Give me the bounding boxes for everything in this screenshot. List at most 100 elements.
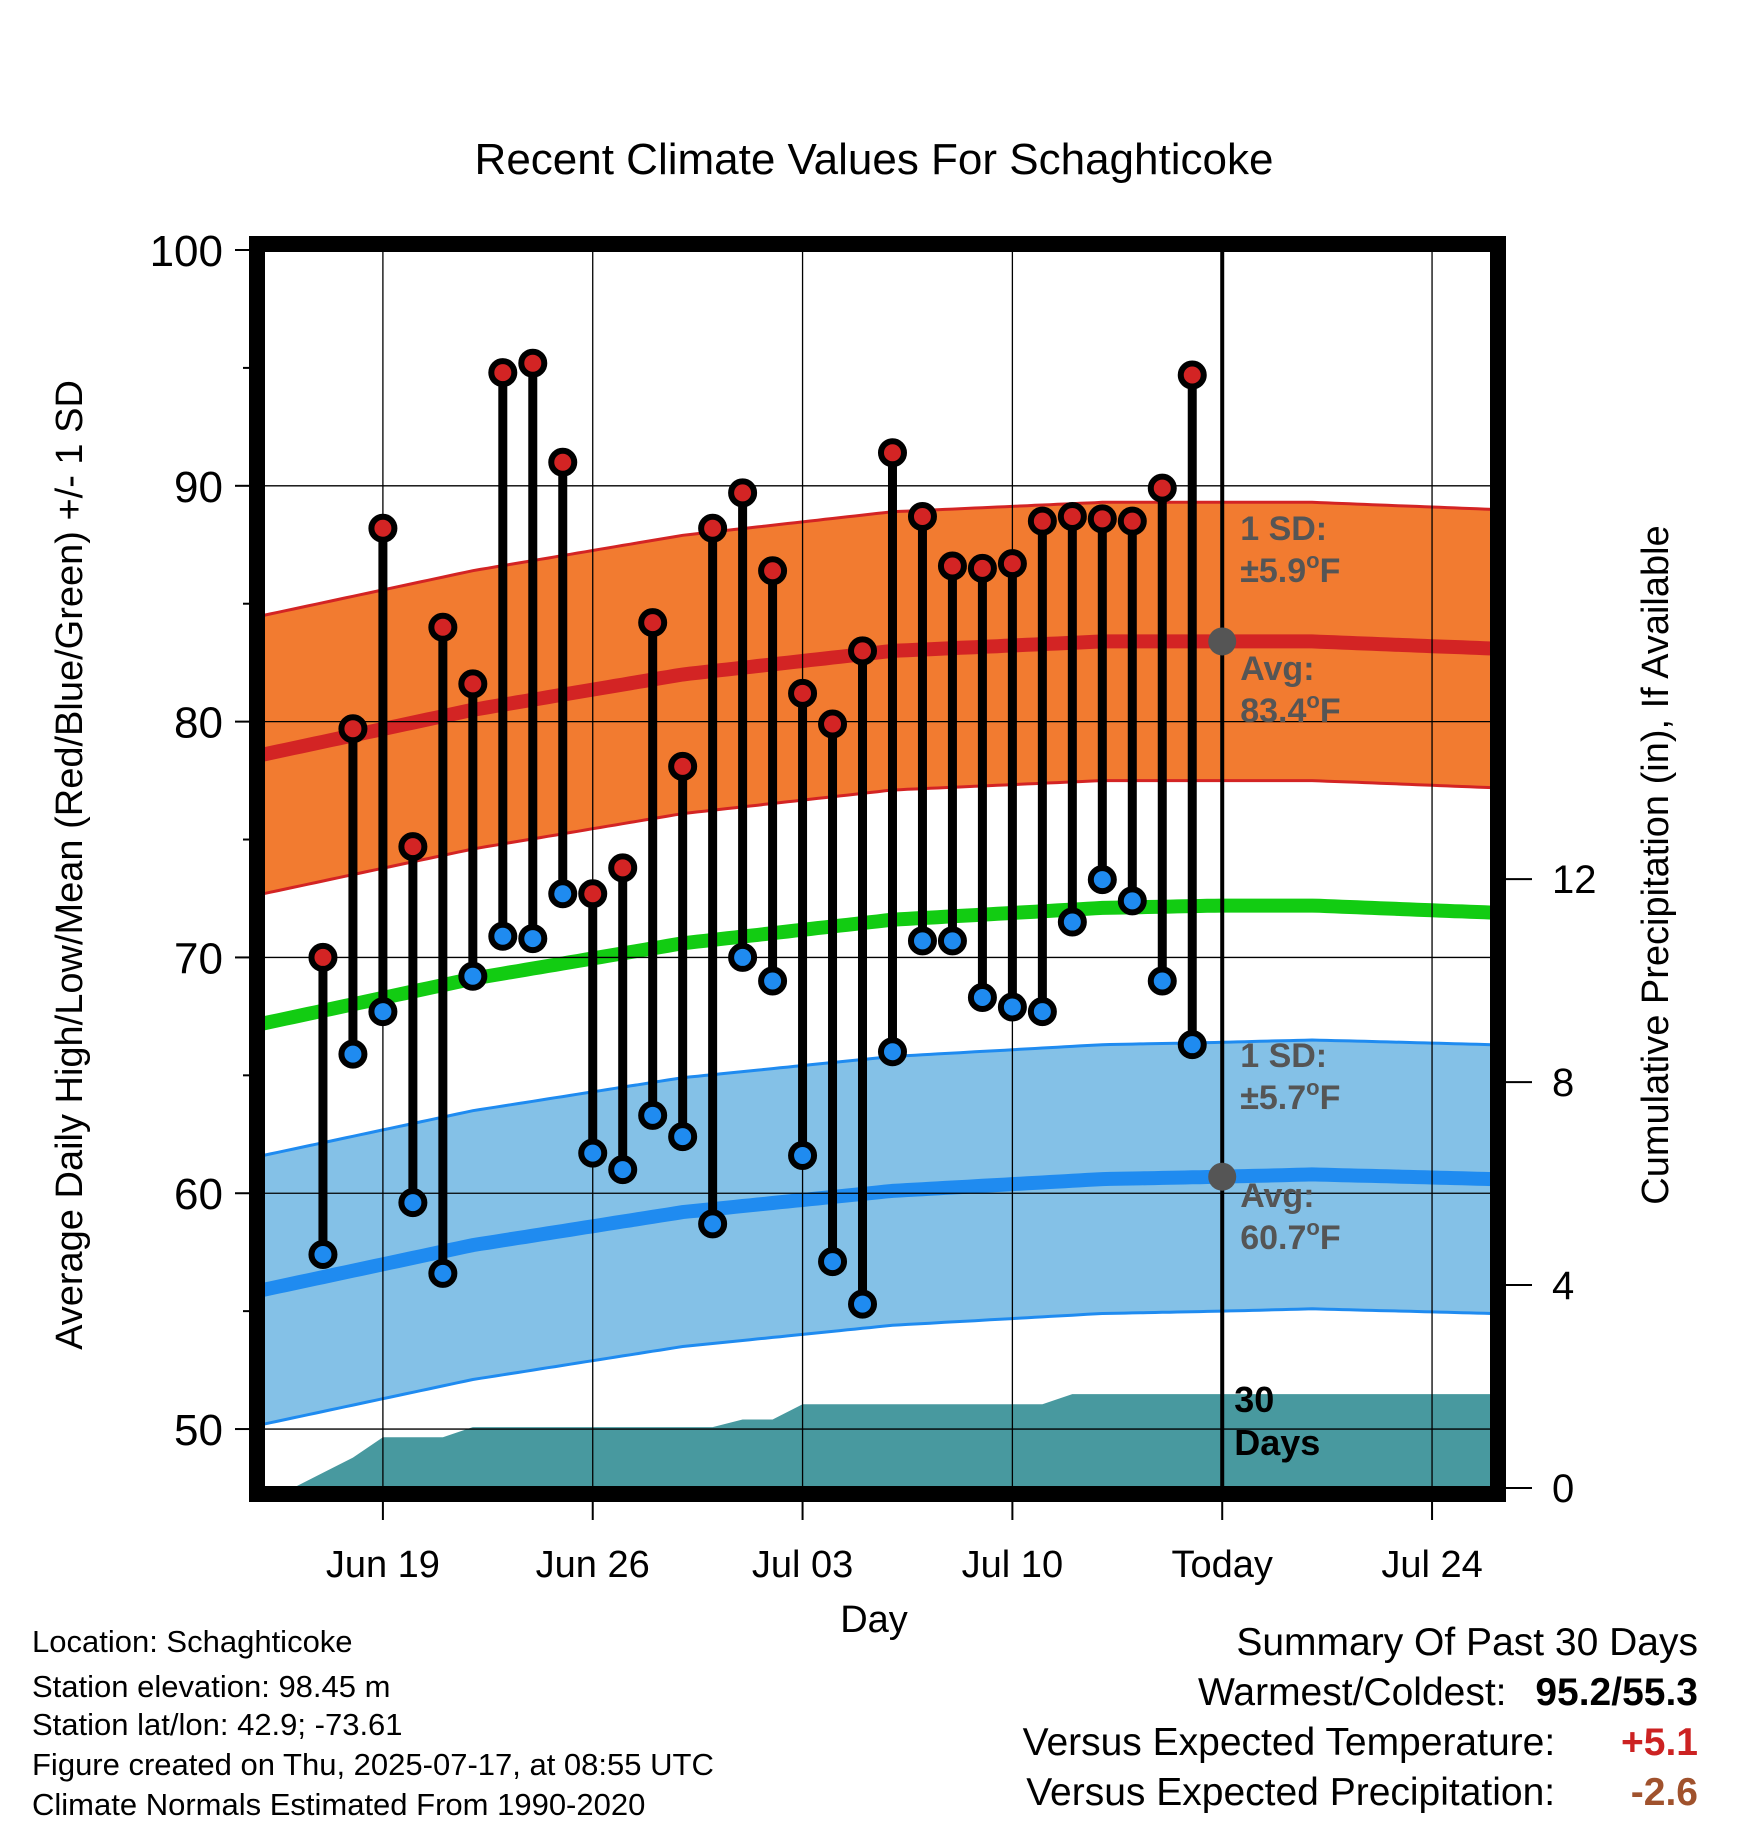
temp-departure-label: Versus Expected Temperature: bbox=[1022, 1721, 1556, 1764]
low-point bbox=[368, 997, 398, 1027]
low-point bbox=[518, 924, 548, 954]
low-point bbox=[1117, 886, 1147, 916]
low-avg-annotation-line1: Avg: bbox=[1240, 1177, 1314, 1215]
today-low-avg-marker bbox=[1208, 1162, 1237, 1191]
axes-layer: 50 60 70 80 90 100 0 4 8 12 Jun 19 Jun 26 Jul 03 Jul … bbox=[150, 227, 1597, 1586]
station-info: Location: Schaghticoke Station elevation… bbox=[32, 1623, 714, 1824]
high-point bbox=[758, 556, 788, 586]
high-point bbox=[638, 608, 668, 638]
high-point bbox=[877, 438, 907, 468]
today-layer bbox=[1208, 250, 1237, 1488]
low-point bbox=[458, 961, 488, 991]
low-avg-annotation-line2: 60.7oF bbox=[1240, 1215, 1340, 1257]
x-tick-label: Jun 19 bbox=[326, 1544, 440, 1586]
summary-warmest-coldest: Warmest/Coldest: 95.2/55.3 bbox=[1023, 1668, 1698, 1718]
daily-range-stems bbox=[318, 363, 1197, 1305]
high-point bbox=[788, 678, 818, 708]
info-latlon: Station lat/lon: 42.9; -73.61 bbox=[32, 1707, 403, 1742]
summary-heading: Summary Of Past 30 Days bbox=[1236, 1621, 1698, 1664]
info-normals: Climate Normals Estimated From 1990-2020 bbox=[32, 1787, 646, 1822]
low-sd-band-layer bbox=[262, 1038, 1493, 1426]
y2-tick-label: 8 bbox=[1552, 1061, 1574, 1105]
high-avg-annotation-line2: 83.4oF bbox=[1240, 688, 1340, 730]
info-location: Location: Schaghticoke bbox=[32, 1624, 353, 1659]
y-tick-label: 60 bbox=[174, 1170, 223, 1219]
high-point bbox=[1087, 504, 1117, 534]
high-point bbox=[398, 832, 428, 862]
x-axis-label: Day bbox=[840, 1599, 908, 1641]
low-point bbox=[638, 1100, 668, 1130]
low-point bbox=[1057, 907, 1087, 937]
high-point bbox=[458, 669, 488, 699]
low-sd-band-upper-edge bbox=[262, 1038, 1493, 1157]
high-point bbox=[1177, 360, 1207, 390]
high-point bbox=[818, 709, 848, 739]
y-tick-label: 70 bbox=[174, 934, 223, 983]
low-point bbox=[608, 1155, 638, 1185]
high-point bbox=[548, 447, 578, 477]
low-point bbox=[1177, 1030, 1207, 1060]
high-point bbox=[668, 751, 698, 781]
high-sd-band bbox=[263, 502, 1492, 894]
high-point bbox=[698, 513, 728, 543]
high-point bbox=[967, 553, 997, 583]
low-point bbox=[1087, 865, 1117, 895]
days-label-line2: Days bbox=[1234, 1422, 1320, 1463]
high-point bbox=[997, 549, 1027, 579]
high-point bbox=[907, 501, 937, 531]
low-point bbox=[398, 1188, 428, 1218]
high-point bbox=[1147, 473, 1177, 503]
low-sd-band-lower-edge bbox=[262, 1307, 1493, 1426]
high-point bbox=[308, 942, 338, 972]
y-axis-label: Average Daily High/Low/Mean (Red/Blue/Gr… bbox=[49, 380, 91, 1350]
low-point bbox=[488, 921, 518, 951]
high-point bbox=[937, 551, 967, 581]
low-sd-annotation-line1: 1 SD: bbox=[1240, 1037, 1327, 1075]
high-point bbox=[338, 714, 368, 744]
low-point bbox=[428, 1258, 458, 1288]
high-sd-annotation-line1: 1 SD: bbox=[1240, 510, 1327, 548]
low-point bbox=[877, 1037, 907, 1067]
high-point bbox=[428, 612, 458, 642]
high-point bbox=[728, 478, 758, 508]
y-tick-label: 50 bbox=[174, 1406, 223, 1455]
x-tick-label: Today bbox=[1172, 1544, 1273, 1586]
low-normal-line bbox=[261, 1167, 1493, 1297]
high-sd-band-upper-edge bbox=[262, 500, 1493, 617]
precip-area bbox=[263, 1394, 1492, 1488]
high-point bbox=[488, 358, 518, 388]
x-tick-label: Jul 10 bbox=[962, 1544, 1063, 1586]
low-point bbox=[1027, 997, 1057, 1027]
high-normal-line bbox=[261, 634, 1493, 762]
info-created: Figure created on Thu, 2025-07-17, at 08… bbox=[32, 1747, 714, 1782]
high-point bbox=[1027, 506, 1057, 536]
temp-departure-value: +5.1 bbox=[1621, 1721, 1698, 1764]
high-point bbox=[1117, 506, 1147, 536]
low-point bbox=[848, 1289, 878, 1319]
y-tick-label: 80 bbox=[174, 699, 223, 748]
chart-title: Recent Climate Values For Schaghticoke bbox=[475, 135, 1274, 184]
high-point bbox=[848, 636, 878, 666]
low-point bbox=[907, 926, 937, 956]
y2-tick-label: 4 bbox=[1552, 1264, 1574, 1308]
high-point bbox=[578, 879, 608, 909]
high-sd-band-lower-edge bbox=[262, 779, 1493, 896]
low-point bbox=[698, 1209, 728, 1239]
low-point bbox=[1147, 966, 1177, 996]
low-point bbox=[758, 966, 788, 996]
low-point bbox=[548, 879, 578, 909]
low-point bbox=[997, 992, 1027, 1022]
high-avg-annotation-line1: Avg: bbox=[1240, 650, 1314, 688]
x-tick-label: Jun 26 bbox=[536, 1544, 650, 1586]
low-point bbox=[818, 1247, 848, 1277]
y2-tick-label: 12 bbox=[1552, 858, 1597, 902]
days-label-line1: 30 bbox=[1234, 1379, 1274, 1420]
high-sd-annotation-line2: ±5.9oF bbox=[1240, 548, 1340, 590]
y-tick-label: 90 bbox=[174, 463, 223, 512]
info-elevation: Station elevation: 98.45 m bbox=[32, 1669, 391, 1704]
low-point bbox=[788, 1141, 818, 1171]
y2-tick-label: 0 bbox=[1552, 1467, 1574, 1511]
today-high-avg-marker bbox=[1208, 627, 1237, 656]
